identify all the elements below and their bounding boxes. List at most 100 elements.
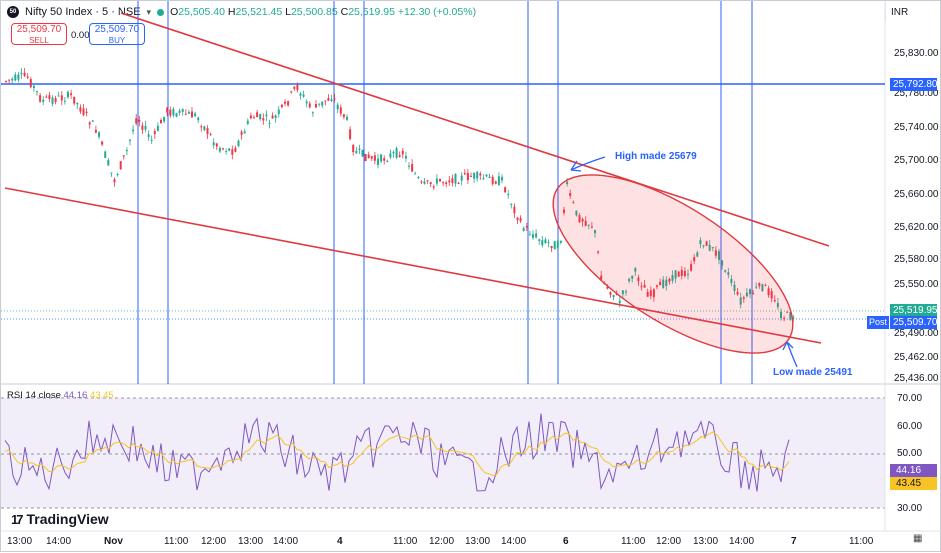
candle-body (386, 160, 389, 162)
candle-body (268, 122, 271, 124)
candle-body (302, 94, 305, 97)
chevron-down-icon[interactable]: ▾ (146, 6, 152, 17)
candle-body (792, 317, 795, 319)
candle-body (683, 270, 686, 277)
rsi-ma-line (4, 431, 790, 477)
candle-body (575, 210, 578, 216)
candle-body (559, 240, 562, 243)
rsi-value-tag: 44.16 (890, 464, 937, 477)
candle-body (197, 117, 200, 121)
candle-body (470, 175, 472, 177)
candle-body (259, 114, 262, 120)
candle-body (398, 155, 401, 157)
candle-body (70, 93, 73, 96)
candle-body (253, 117, 255, 119)
rsi-header[interactable]: RSI 14 close 44.16 43.45 (7, 390, 114, 401)
candle-body (528, 234, 531, 236)
time-label: 12:00 (429, 536, 455, 547)
candle-body (597, 251, 600, 253)
candle-body (318, 103, 321, 105)
candle-body (789, 312, 792, 320)
candle-body (389, 153, 392, 158)
candle-body (739, 297, 742, 305)
time-label: 4 (337, 536, 343, 547)
candle-body (649, 290, 652, 297)
candle-body (442, 182, 445, 184)
candle-body (187, 111, 190, 114)
time-label: 11:00 (849, 536, 874, 547)
candle-body (733, 284, 736, 291)
candle-body (122, 155, 125, 157)
price-label: 25,830.00 (894, 48, 939, 59)
candle-body (79, 107, 82, 112)
last-price-tag: 25,519.95 (890, 304, 938, 317)
candle-body (671, 275, 674, 281)
candle-body (457, 183, 460, 185)
candle-body (364, 153, 367, 162)
candle-body (544, 239, 547, 244)
candle-body (14, 74, 17, 81)
candle-body (749, 289, 751, 295)
buy-button[interactable]: 25,509.70 BUY (89, 23, 145, 45)
candle-body (656, 285, 658, 287)
candle-body (246, 120, 249, 124)
symbol-title[interactable]: Nifty 50 Index · 5 · NSE (25, 6, 141, 18)
candle-body (330, 99, 333, 102)
symbol-header[interactable]: 50 Nifty 50 Index · 5 · NSE ▾ O25,505.40… (7, 6, 476, 18)
tradingview-logo[interactable]: 17 TradingView (11, 511, 109, 527)
price-label: 25,700.00 (894, 155, 939, 166)
time-label: 6 (563, 536, 569, 547)
candle-body (209, 134, 212, 136)
candle-body (501, 177, 503, 181)
candle-body (349, 129, 352, 140)
candle-body (29, 79, 32, 88)
candle-body (522, 227, 525, 231)
candle-body (42, 99, 45, 102)
rsi-value: 44.16 (63, 390, 88, 401)
currency-label[interactable]: INR (891, 7, 909, 18)
vertical-lines (137, 1, 753, 384)
candle-body (538, 239, 541, 241)
candle-body (566, 181, 569, 185)
candle-body (327, 97, 330, 101)
calendar-icon[interactable]: ▦ (913, 533, 923, 544)
candle-body (63, 100, 66, 102)
rsi-line (4, 413, 790, 492)
candle-body (129, 139, 131, 141)
time-label: 12:00 (201, 536, 227, 547)
rsi-ma-tag: 43.45 (890, 477, 937, 490)
time-label: 11:00 (393, 536, 418, 547)
candle-body (507, 194, 510, 196)
candle-body (674, 270, 677, 279)
buy-price: 25,509.70 (94, 24, 140, 35)
buy-label: BUY (108, 36, 126, 45)
sell-button[interactable]: 25,509.70 SELL (11, 23, 67, 45)
candle-body (194, 113, 197, 117)
candle-body (82, 108, 85, 116)
candle-body (45, 96, 48, 98)
candle-body (119, 161, 122, 170)
candle-body (401, 150, 404, 155)
candle-body (643, 284, 646, 288)
candle-body (26, 76, 29, 78)
candle-body (107, 160, 110, 166)
candle-body (625, 291, 627, 293)
candle-body (786, 311, 789, 313)
candle-body (404, 155, 407, 159)
candle-body (758, 283, 761, 287)
candle-body (600, 275, 603, 280)
candle-body (628, 278, 631, 282)
candle-body (714, 250, 717, 256)
time-label: 11:00 (621, 536, 646, 547)
candle-body (184, 113, 187, 115)
candle-body (274, 115, 277, 119)
candle-body (101, 141, 104, 145)
candle-body (290, 91, 293, 93)
candle-body (293, 86, 296, 89)
level-price-tag: 25,792.80 (890, 78, 938, 91)
open-value: 25,505.40 (178, 6, 225, 18)
rsi-axis-label: 30.00 (897, 503, 923, 514)
candle-body (519, 218, 522, 222)
candle-body (494, 181, 497, 184)
